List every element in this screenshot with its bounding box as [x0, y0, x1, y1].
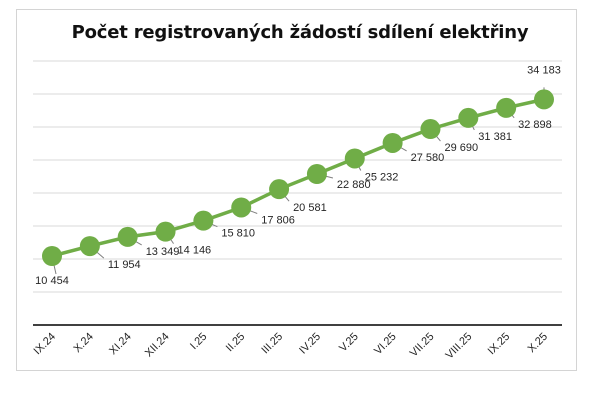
data-point-marker[interactable]: [306, 163, 327, 184]
data-point-marker[interactable]: [79, 236, 100, 257]
data-label: 20 581: [293, 202, 327, 214]
x-axis-label: XII.24: [143, 331, 172, 360]
x-axis-label: VIII.25: [443, 331, 474, 362]
x-axis-label: V.25: [337, 331, 361, 355]
x-axis-label: VI.25: [372, 331, 399, 358]
data-point-marker[interactable]: [117, 226, 138, 247]
markers: [42, 89, 554, 267]
data-point-marker[interactable]: [382, 132, 403, 153]
data-label: 13 349: [146, 246, 180, 258]
gridlines: [33, 60, 562, 293]
data-label: 14 146: [178, 245, 212, 257]
chart-title: Počet registrovaných žádostí sdílení ele…: [71, 22, 529, 43]
data-label: 25 232: [365, 171, 399, 183]
x-axis-label: X.24: [71, 331, 95, 355]
data-point-marker[interactable]: [193, 210, 214, 231]
chart-frame: [16, 9, 577, 371]
data-point-marker[interactable]: [496, 97, 517, 118]
data-point-marker[interactable]: [231, 197, 252, 218]
x-axis-label: II.25: [224, 331, 248, 355]
data-point-marker[interactable]: [344, 148, 365, 169]
data-label: 29 690: [444, 142, 478, 154]
data-label: 34 183: [527, 64, 561, 76]
data-point-marker[interactable]: [42, 246, 62, 267]
data-label: 27 580: [411, 152, 445, 164]
data-label: 22 880: [337, 179, 371, 191]
data-label: 31 381: [478, 131, 512, 143]
data-point-marker[interactable]: [534, 89, 554, 110]
x-axis-label: IX.25: [486, 331, 513, 358]
x-axis-label: XI.24: [107, 331, 134, 358]
data-point-marker[interactable]: [458, 107, 479, 128]
x-axis-label: III.25: [259, 331, 285, 357]
data-label: 10 454: [35, 275, 69, 287]
data-label: 11 954: [108, 259, 141, 271]
data-point-marker[interactable]: [155, 221, 176, 242]
x-axis-label: I.25: [188, 331, 209, 352]
x-axis-label: IV.25: [297, 331, 323, 357]
data-point-marker[interactable]: [420, 119, 441, 140]
data-label: 15 810: [221, 228, 255, 240]
x-axis-labels: IX.24 X.24 XI.24 XII.24 I.25 II.25 III.25 IV.25…: [31, 331, 550, 362]
x-axis-label: VII.25: [408, 331, 437, 360]
data-point-marker[interactable]: [269, 179, 290, 200]
x-axis-label: X.25: [526, 331, 550, 355]
data-label: 17 806: [261, 214, 295, 226]
data-label: 32 898: [518, 119, 552, 131]
x-axis-label: IX.24: [31, 331, 58, 358]
